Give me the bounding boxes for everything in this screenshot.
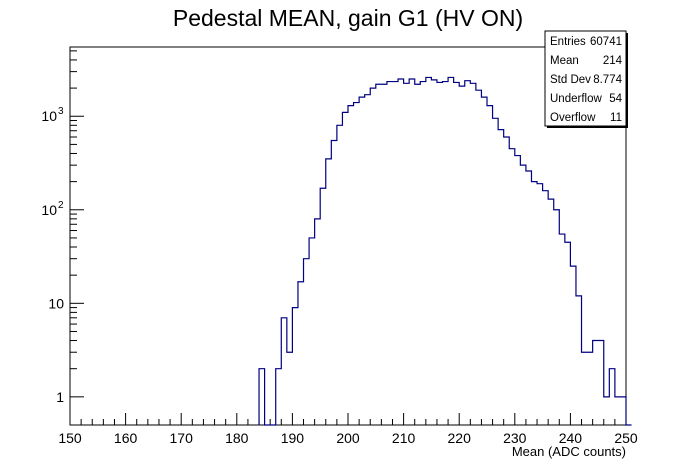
stat-value: 11 bbox=[610, 112, 622, 124]
x-tick-label: 250 bbox=[614, 430, 638, 446]
histogram-series-line bbox=[258, 76, 632, 426]
stat-label: Std Dev bbox=[550, 74, 591, 86]
x-tick-label: 150 bbox=[58, 430, 82, 446]
stat-label: Underflow bbox=[550, 93, 602, 105]
x-tick-label: 210 bbox=[392, 430, 416, 446]
x-axis: 150 160 170 180 190 200 210 220 230 240 250 bbox=[58, 413, 638, 446]
x-tick-label: 170 bbox=[170, 430, 194, 446]
x-tick-label: 190 bbox=[281, 430, 305, 446]
stat-label: Entries bbox=[550, 36, 586, 48]
stat-label: Mean bbox=[550, 55, 579, 67]
y-tick-label: 1 bbox=[56, 389, 64, 405]
chart-title: Pedestal MEAN, gain G1 (HV ON) bbox=[173, 5, 523, 31]
y-tick-exponent: 3 bbox=[58, 106, 64, 117]
x-tick-label: 160 bbox=[114, 430, 138, 446]
x-tick-label: 220 bbox=[448, 430, 472, 446]
y-tick-label: 10 bbox=[41, 108, 57, 124]
y-tick-label: 10 bbox=[48, 295, 64, 311]
stat-value: 214 bbox=[603, 55, 623, 67]
plot-frame bbox=[69, 46, 627, 426]
stat-value: 60741 bbox=[590, 36, 622, 48]
y-tick-exponent: 2 bbox=[58, 200, 64, 211]
stats-box: Entries 60741 Mean 214 Std Dev 8.774 Underflow… bbox=[544, 30, 628, 128]
stat-label: Overflow bbox=[550, 112, 596, 124]
stat-value: 54 bbox=[609, 93, 622, 105]
stats-box-frame bbox=[544, 30, 627, 127]
x-tick-label: 200 bbox=[336, 430, 360, 446]
x-tick-label: 180 bbox=[225, 430, 249, 446]
x-axis-title: Mean (ADC counts) bbox=[512, 444, 626, 459]
x-tick-label: 240 bbox=[559, 430, 583, 446]
x-tick-label: 230 bbox=[503, 430, 527, 446]
stat-value: 8.774 bbox=[593, 74, 622, 86]
y-tick-label: 10 bbox=[41, 202, 57, 218]
